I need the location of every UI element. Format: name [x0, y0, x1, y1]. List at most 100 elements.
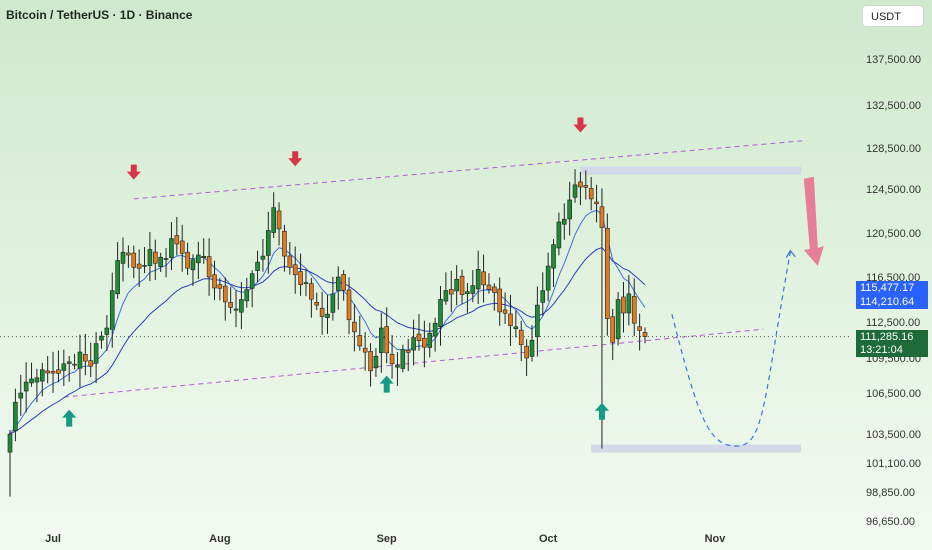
candle-body: [341, 274, 346, 291]
candle-body: [545, 265, 551, 291]
candle-body: [416, 333, 422, 342]
candle: [201, 238, 207, 264]
candle: [626, 275, 632, 326]
price-tick-label: 106,500.00: [866, 388, 921, 400]
candle: [18, 374, 24, 416]
candle: [588, 176, 594, 211]
candle: [72, 353, 77, 370]
candle-body: [282, 230, 287, 257]
candle: [34, 368, 40, 403]
candle: [239, 281, 244, 329]
candle: [212, 260, 217, 301]
support-zone: [591, 444, 802, 453]
candle-body: [276, 210, 282, 230]
candle-body: [18, 392, 24, 399]
price-axis: 137,500.00 132,500.00 128,500.00 124,500.00…: [866, 54, 921, 528]
candle: [438, 285, 443, 346]
candle: [578, 171, 583, 206]
candle-body: [271, 207, 276, 233]
candle: [492, 283, 497, 311]
candle: [93, 332, 99, 384]
candle-body: [395, 365, 400, 368]
candle-body: [379, 327, 384, 354]
candle-body: [610, 316, 616, 343]
candle: [470, 270, 476, 303]
candle: [217, 277, 223, 301]
candle-body: [357, 335, 363, 347]
candle-body: [23, 381, 29, 392]
candle-body: [298, 271, 303, 286]
candle-body: [346, 289, 352, 321]
time-tick-label: Nov: [705, 533, 727, 545]
candle: [314, 292, 320, 311]
candle-body: [422, 337, 427, 348]
candle: [319, 291, 325, 335]
candle: [147, 231, 153, 282]
candle-body: [255, 261, 260, 271]
candle-body: [201, 255, 207, 258]
candle: [249, 270, 255, 308]
candle-body: [583, 185, 589, 188]
candle-body: [432, 322, 438, 337]
candle: [486, 273, 492, 294]
candle: [233, 289, 239, 328]
candle-body: [158, 256, 163, 267]
candle: [572, 169, 578, 203]
candle-body: [352, 321, 357, 333]
candle: [104, 315, 110, 352]
candle: [631, 278, 637, 337]
candle-body: [551, 244, 556, 269]
candle-body: [556, 221, 562, 249]
down-arrow-icon: [573, 117, 588, 133]
down-arrow-icon: [288, 151, 303, 167]
candle: [292, 246, 298, 294]
currency-button[interactable]: USDT: [862, 5, 924, 27]
candle: [99, 331, 104, 349]
candle-body: [266, 230, 271, 256]
candle-body: [389, 354, 395, 365]
candle-body: [7, 433, 13, 453]
candle: [115, 242, 120, 299]
candle: [335, 266, 341, 310]
candle: [508, 294, 513, 346]
candle: [432, 317, 438, 352]
candle-body: [83, 354, 88, 362]
candle: [502, 292, 508, 324]
price-tick-label: 112,500.00: [866, 317, 920, 329]
candle: [459, 269, 465, 305]
candle-body: [99, 335, 104, 341]
candle-body: [120, 251, 126, 264]
time-tick-label: Sep: [377, 533, 397, 545]
candle-body: [631, 296, 637, 324]
candle: [228, 286, 233, 314]
channel-upper-line: [133, 139, 807, 200]
candle: [260, 238, 266, 272]
candle: [83, 333, 88, 376]
candle: [29, 362, 34, 387]
candle-body: [454, 278, 459, 292]
candle-body: [131, 252, 137, 268]
ema-slow-price-label: 114,210.64: [856, 295, 928, 309]
up-arrow-icon: [62, 409, 77, 427]
candle: [88, 342, 94, 378]
candle: [7, 429, 13, 497]
up-arrow-icon: [379, 375, 394, 393]
candle-body: [147, 249, 153, 266]
candle: [120, 237, 126, 282]
candle-body: [448, 289, 454, 295]
candle: [39, 362, 45, 397]
candle: [152, 239, 158, 280]
candle: [567, 181, 572, 236]
candle: [131, 245, 137, 279]
candle-body: [626, 293, 632, 314]
candle: [174, 216, 180, 256]
candle-body: [427, 332, 433, 348]
candle-body: [152, 251, 158, 264]
candle: [136, 249, 142, 288]
candle: [255, 250, 260, 283]
candle-body: [196, 254, 201, 264]
candle: [271, 192, 276, 238]
candle: [23, 362, 29, 413]
candle-body: [481, 271, 486, 286]
